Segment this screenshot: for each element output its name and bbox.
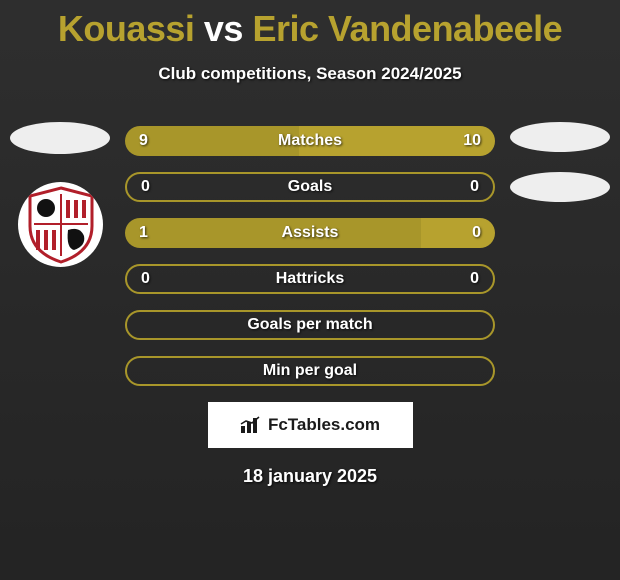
stat-row: 910Matches [125,126,495,156]
stat-label: Goals [127,174,493,200]
stat-row: 00Hattricks [125,264,495,294]
brand-text: FcTables.com [268,415,380,435]
player2-club-placeholder [510,172,610,202]
stat-row: Goals per match [125,310,495,340]
stat-label: Min per goal [127,358,493,384]
footer-date: 18 january 2025 [0,466,620,487]
title-player1: Kouassi [58,8,195,49]
stat-row: 00Goals [125,172,495,202]
subtitle: Club competitions, Season 2024/2025 [0,64,620,84]
chart-icon [240,416,262,434]
title-vs: vs [204,8,243,49]
stat-row: Min per goal [125,356,495,386]
stats-area: 910Matches 00Goals 10Assists 00Hattricks Goa… [0,122,620,386]
title-player2: Eric Vandenabeele [252,8,562,49]
comparison-title: Kouassi vs Eric Vandenabeele [0,0,620,50]
stat-label: Matches [125,126,495,156]
player1-photo-placeholder [10,122,110,154]
stat-label: Hattricks [127,266,493,292]
stat-rows: 910Matches 00Goals 10Assists 00Hattricks Goa… [125,122,495,386]
player2-photo-placeholder [510,122,610,152]
stat-row: 10Assists [125,218,495,248]
brand-footer: FcTables.com [208,402,413,448]
club-crest-icon [26,186,96,264]
stat-label: Goals per match [127,312,493,338]
stat-label: Assists [125,218,495,248]
player1-club-badge [18,182,103,267]
